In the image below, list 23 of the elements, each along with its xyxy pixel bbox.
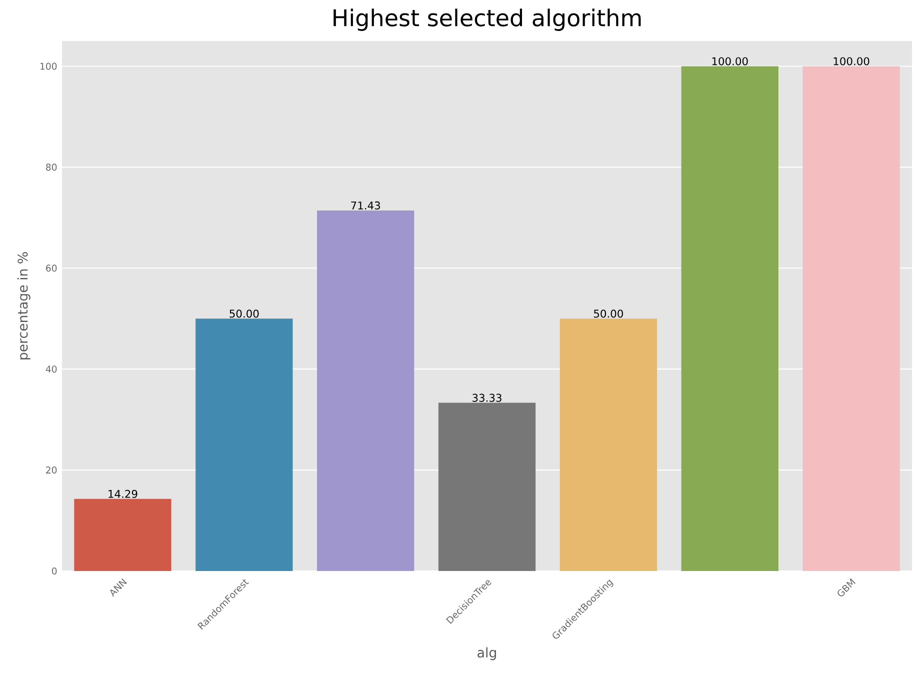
- data-label: 50.00: [230, 310, 259, 318]
- y-tick-label: 80: [46, 164, 57, 171]
- bar: [317, 210, 414, 571]
- data-label: 100.00: [834, 57, 870, 66]
- bar: [802, 66, 900, 571]
- chart-title: Highest selected algorithm: [334, 8, 641, 31]
- y-tick-label: 100: [40, 62, 57, 70]
- y-tick-label: 60: [46, 264, 57, 272]
- bar: [438, 402, 536, 571]
- data-label: 100.00: [712, 57, 748, 66]
- data-label: 71.43: [351, 201, 380, 210]
- data-label: 33.33: [472, 394, 502, 402]
- data-label: 14.29: [108, 490, 138, 498]
- y-tick-label: 40: [46, 366, 57, 373]
- y-axis-title: percentage in %: [17, 252, 30, 360]
- y-tick-label: 0: [52, 567, 57, 575]
- data-label: 50.00: [594, 310, 623, 318]
- y-tick-label: 20: [46, 466, 57, 474]
- bar: [74, 498, 172, 571]
- bar: [560, 318, 657, 571]
- x-axis-title: alg: [478, 647, 496, 660]
- bar: [681, 66, 778, 571]
- bar: [196, 318, 293, 571]
